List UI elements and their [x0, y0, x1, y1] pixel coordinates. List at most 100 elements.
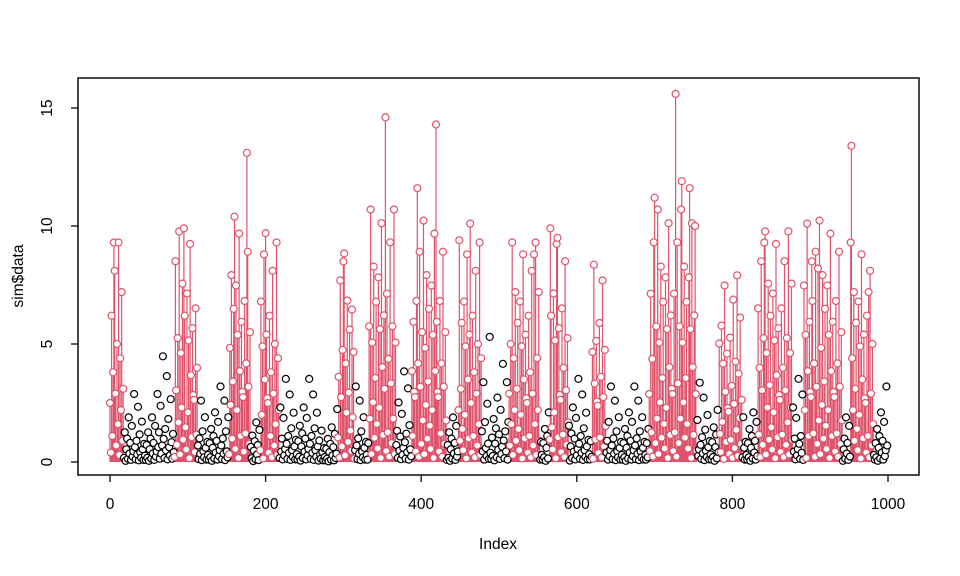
data-point — [270, 339, 279, 349]
data-point — [718, 417, 727, 426]
data-point — [463, 375, 472, 384]
data-point — [228, 434, 237, 443]
data-point — [630, 441, 640, 450]
data-point — [765, 381, 774, 390]
data-point — [879, 417, 889, 426]
data-point — [522, 398, 532, 408]
data-point — [428, 330, 437, 339]
data-point — [832, 429, 841, 438]
data-point — [114, 238, 123, 247]
data-point — [485, 332, 494, 341]
data-point — [382, 289, 392, 298]
data-point — [534, 288, 543, 297]
data-point — [843, 438, 852, 447]
data-point — [111, 389, 120, 398]
data-point — [737, 395, 746, 404]
data-point — [368, 398, 378, 407]
data-point — [780, 257, 789, 266]
x-tick-label: 800 — [719, 496, 745, 513]
data-point — [508, 450, 518, 459]
data-point — [546, 224, 555, 233]
data-points — [105, 89, 892, 466]
data-point — [581, 408, 591, 417]
data-point — [754, 430, 764, 439]
data-point — [511, 436, 521, 445]
data-point — [659, 419, 669, 429]
data-point — [774, 324, 783, 333]
data-point — [876, 408, 886, 417]
data-point — [439, 382, 448, 391]
data-point — [533, 406, 543, 415]
data-point — [233, 330, 242, 339]
data-point — [265, 311, 274, 320]
data-point — [400, 367, 409, 376]
data-point — [863, 431, 872, 441]
data-point — [269, 389, 278, 398]
data-point — [327, 423, 336, 432]
data-point — [715, 339, 724, 348]
data-point — [596, 372, 606, 381]
data-point — [518, 250, 528, 259]
data-point — [648, 354, 657, 363]
data-point — [726, 435, 735, 444]
data-point — [191, 304, 200, 313]
data-point — [598, 276, 607, 285]
data-point — [760, 238, 769, 247]
data-point — [242, 359, 251, 368]
data-point — [666, 311, 676, 320]
data-point — [408, 431, 417, 441]
data-point — [753, 304, 763, 313]
data-point — [841, 413, 851, 422]
data-point — [609, 434, 618, 443]
data-point — [312, 408, 321, 417]
x-tick-label: 400 — [408, 496, 434, 513]
data-point — [671, 89, 680, 98]
data-point — [796, 431, 806, 441]
data-point — [571, 413, 581, 422]
data-point — [531, 238, 540, 247]
data-point — [778, 430, 787, 439]
data-point — [757, 386, 767, 395]
data-point — [470, 368, 479, 377]
data-point — [226, 400, 235, 409]
data-point — [415, 247, 424, 256]
data-point — [507, 420, 516, 429]
data-point — [340, 249, 349, 258]
data-point — [430, 229, 439, 238]
data-point — [761, 450, 771, 459]
data-point — [658, 373, 667, 383]
data-point — [181, 423, 190, 432]
data-point — [186, 371, 195, 380]
data-point — [696, 440, 705, 449]
data-point — [687, 453, 696, 463]
data-point — [513, 318, 522, 327]
data-point — [818, 271, 827, 280]
data-point — [424, 304, 434, 313]
x-axis-ticks: 0 200 400 600 800 1000 — [106, 475, 906, 513]
data-point — [375, 403, 384, 412]
data-point — [845, 452, 855, 461]
data-point — [391, 338, 400, 347]
data-point — [386, 379, 395, 388]
data-point — [509, 354, 518, 363]
data-point — [421, 400, 430, 409]
data-point — [289, 408, 298, 417]
data-point — [407, 367, 416, 376]
data-point — [409, 317, 418, 326]
data-point — [683, 444, 693, 453]
data-point — [352, 441, 361, 450]
data-point — [268, 266, 277, 275]
data-point — [674, 439, 683, 448]
data-point — [455, 236, 464, 245]
data-point — [414, 359, 423, 368]
data-point — [659, 297, 668, 306]
data-point — [357, 427, 366, 436]
data-point — [255, 425, 264, 434]
data-point — [456, 384, 465, 393]
data-point — [510, 406, 519, 415]
data-point — [588, 347, 597, 357]
data-point — [241, 429, 250, 438]
data-point — [855, 342, 865, 351]
data-point — [729, 295, 738, 304]
data-point — [739, 413, 748, 422]
